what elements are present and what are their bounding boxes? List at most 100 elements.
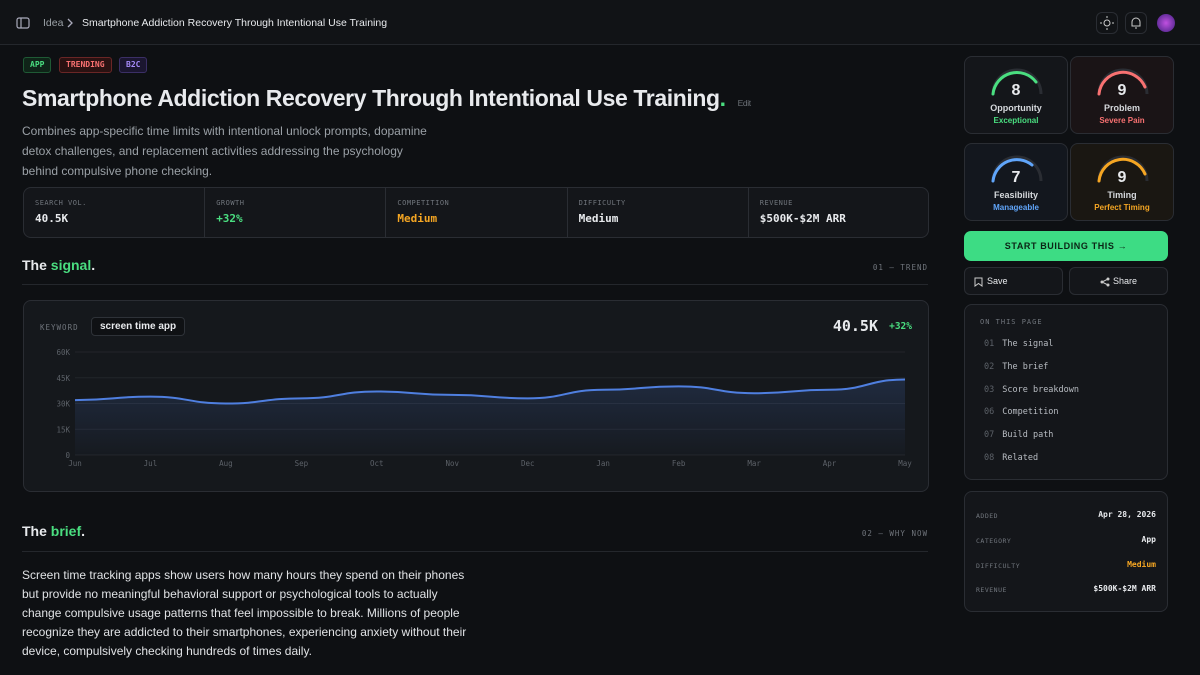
theme-button[interactable] bbox=[1096, 12, 1118, 34]
score-label: Timing bbox=[1107, 190, 1137, 200]
heading-suffix: . bbox=[81, 523, 86, 539]
detail-value: Apr 28, 2026 bbox=[1098, 510, 1156, 519]
heading-prefix: The bbox=[22, 523, 47, 539]
score-label: Problem bbox=[1103, 103, 1140, 113]
score-sub: Manageable bbox=[993, 203, 1039, 212]
detail-label: REVENUE bbox=[976, 586, 1007, 595]
toc-num: 02 bbox=[984, 361, 995, 372]
toc-item[interactable]: 06 Competition bbox=[984, 407, 1059, 417]
score-value: 8 bbox=[1011, 82, 1021, 99]
start-button[interactable]: START BUILDING THIS → bbox=[964, 231, 1168, 261]
section-heading: The brief. bbox=[22, 523, 85, 539]
trend-area bbox=[75, 379, 905, 455]
avatar[interactable] bbox=[1157, 14, 1175, 32]
metric-value: Medium bbox=[397, 212, 438, 225]
keyword-chip: screen time app bbox=[91, 317, 186, 336]
score-value: 7 bbox=[1011, 169, 1021, 186]
toc-num: 08 bbox=[984, 453, 995, 463]
details-card bbox=[964, 491, 1168, 612]
theme-icon bbox=[1100, 16, 1114, 30]
score-sub: Severe Pain bbox=[1099, 116, 1145, 125]
toc-card: ON THIS PAGE bbox=[964, 304, 1168, 480]
breadcrumb-chevron bbox=[67, 18, 73, 28]
keyword-label: KEYWORD bbox=[40, 323, 79, 332]
toc-num: 03 bbox=[984, 384, 995, 395]
gauge bbox=[991, 155, 1043, 183]
y-tick-label: 60K bbox=[56, 348, 70, 357]
score-sub: Perfect Timing bbox=[1094, 203, 1150, 212]
x-tick-label: Dec bbox=[521, 459, 535, 468]
score-card: 9 Problem Severe Pain bbox=[1070, 56, 1174, 134]
title-row: Smartphone Addiction Recovery Through In… bbox=[22, 85, 751, 112]
sidebar-toggle[interactable] bbox=[15, 15, 31, 31]
metric-divider bbox=[204, 188, 206, 237]
save-label: Save bbox=[987, 276, 1008, 286]
score-value: 9 bbox=[1117, 169, 1127, 186]
metric-value: 40.5K bbox=[35, 212, 69, 225]
heading-highlight: brief bbox=[50, 523, 82, 539]
share-button[interactable]: Share bbox=[1069, 267, 1168, 295]
x-tick-label: Aug bbox=[219, 459, 233, 468]
brief-body: Screen time tracking apps show users how… bbox=[22, 568, 467, 658]
description: Combines app-specific time limits with i… bbox=[22, 124, 427, 178]
save-button[interactable]: Save bbox=[964, 267, 1063, 295]
toc-label: Build path bbox=[1002, 430, 1054, 441]
trend-line bbox=[74, 378, 906, 405]
score-label: Opportunity bbox=[990, 103, 1042, 113]
share-label: Share bbox=[1113, 276, 1138, 286]
toc-num: 07 bbox=[984, 430, 995, 441]
notifications-button[interactable] bbox=[1125, 12, 1147, 34]
heading-prefix: The bbox=[22, 257, 47, 273]
detail-label: ADDED bbox=[976, 512, 999, 520]
headline-value: 40.5K bbox=[832, 317, 878, 335]
score-label: Feasibility bbox=[993, 190, 1038, 200]
metric-divider bbox=[385, 188, 387, 237]
toc-item[interactable]: 01 The signal bbox=[984, 339, 1053, 349]
score-sub: Exceptional bbox=[993, 116, 1039, 125]
metric-label: SEARCH VOL. bbox=[35, 199, 87, 207]
x-tick-label: Apr bbox=[823, 459, 837, 468]
x-tick-label: Jun bbox=[68, 459, 82, 468]
divider bbox=[22, 284, 928, 285]
score-value: 9 bbox=[1117, 82, 1127, 99]
metric-label: REVENUE bbox=[759, 199, 793, 207]
divider bbox=[22, 551, 928, 552]
gauge bbox=[1097, 68, 1149, 96]
detail-value: App bbox=[1141, 534, 1156, 544]
tag: TRENDING bbox=[59, 57, 112, 73]
share-icon bbox=[1100, 277, 1110, 287]
bookmark-icon bbox=[974, 277, 983, 287]
metric-label: DIFFICULTY bbox=[578, 199, 626, 207]
toc-title: ON THIS PAGE bbox=[980, 318, 1043, 326]
toc-item[interactable]: 02 The brief bbox=[984, 362, 1048, 372]
section-heading: The signal. bbox=[22, 257, 95, 273]
y-tick-label: 30K bbox=[56, 400, 70, 409]
gauge bbox=[991, 68, 1043, 96]
page-title: Smartphone Addiction Recovery Through In… bbox=[22, 85, 720, 111]
edit-link[interactable]: Edit bbox=[737, 98, 751, 108]
bell-icon bbox=[1131, 17, 1141, 29]
metric-value: Medium bbox=[578, 212, 619, 225]
heading-suffix: . bbox=[91, 257, 96, 273]
x-tick-label: May bbox=[898, 459, 912, 468]
detail-row: CATEGORY App bbox=[976, 535, 1156, 549]
detail-row: REVENUE $500K-$2M ARR bbox=[976, 584, 1156, 598]
detail-row: DIFFICULTY Medium bbox=[976, 560, 1156, 574]
detail-row: ADDED Apr 28, 2026 bbox=[976, 510, 1156, 524]
trend-chart: 0 15K 30K 45K 60K Jun Jul Aug Sep Oct Nov Dec Jan Feb… bbox=[56, 348, 912, 468]
metric-divider bbox=[747, 188, 749, 237]
x-tick-label: Jan bbox=[596, 459, 610, 468]
toc-item[interactable]: 07 Build path bbox=[984, 430, 1053, 440]
top-bar: Idea Smartphone Addiction Recovery Throu… bbox=[0, 0, 1200, 45]
breadcrumb-parent[interactable]: Idea bbox=[43, 17, 64, 29]
toc-item[interactable]: 03 Score breakdown bbox=[984, 385, 1079, 395]
gauge bbox=[1097, 155, 1149, 183]
metric-value: $500K-$2M ARR bbox=[759, 212, 846, 225]
toc-item[interactable]: 08 Related bbox=[984, 453, 1038, 463]
headline-change: +32% bbox=[889, 321, 912, 332]
section-tag: 01 — TREND bbox=[872, 263, 928, 272]
breadcrumb-current: Smartphone Addiction Recovery Through In… bbox=[82, 17, 388, 29]
metric-label: COMPETITION bbox=[397, 199, 450, 207]
metric-value: +32% bbox=[216, 212, 243, 225]
metric-label: GROWTH bbox=[216, 199, 245, 207]
